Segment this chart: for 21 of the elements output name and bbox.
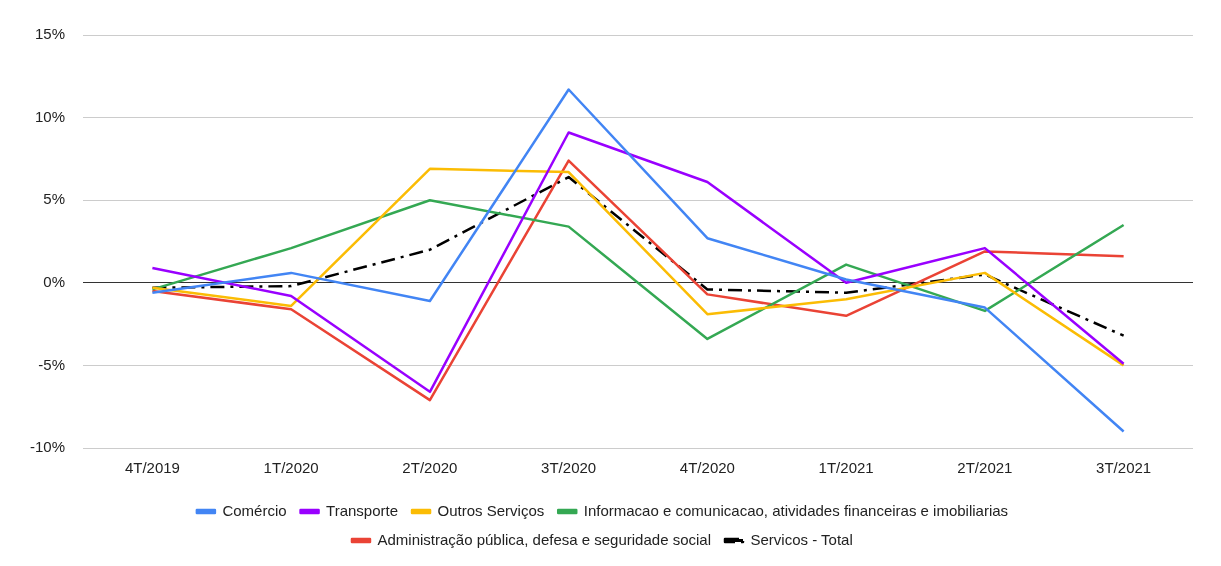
y-tick-label: 5% [43, 190, 66, 208]
x-tick-label: 1T/2021 [818, 459, 874, 477]
x-tick-label: 2T/2020 [402, 459, 458, 477]
x-tick-label: 4T/2019 [124, 459, 180, 477]
legend-label: Administração pública, defesa e seguridade social [377, 530, 711, 548]
x-tick-label: 3T/2020 [541, 459, 597, 477]
legend-label: Transporte [326, 501, 399, 519]
x-tick-label: 1T/2020 [263, 459, 319, 477]
y-tick-label: 10% [34, 107, 66, 125]
x-tick-label: 4T/2020 [679, 459, 735, 477]
line-series [151, 175, 1125, 337]
y-tick-label: 15% [34, 25, 66, 43]
legend-label: Informacao e comunicacao, atividades financeiras e imobiliarias [583, 501, 1009, 519]
legend-label: Servicos - Total [750, 530, 853, 548]
legend-label: Comércio [222, 501, 287, 519]
y-tick-label: 0% [43, 272, 66, 290]
x-tick-label: 2T/2021 [957, 459, 1013, 477]
y-tick-label: -5% [38, 355, 66, 373]
y-tick-label: -10% [29, 438, 66, 456]
x-tick-label: 3T/2021 [1096, 459, 1152, 477]
legend-label: Outros Serviços [437, 501, 545, 519]
